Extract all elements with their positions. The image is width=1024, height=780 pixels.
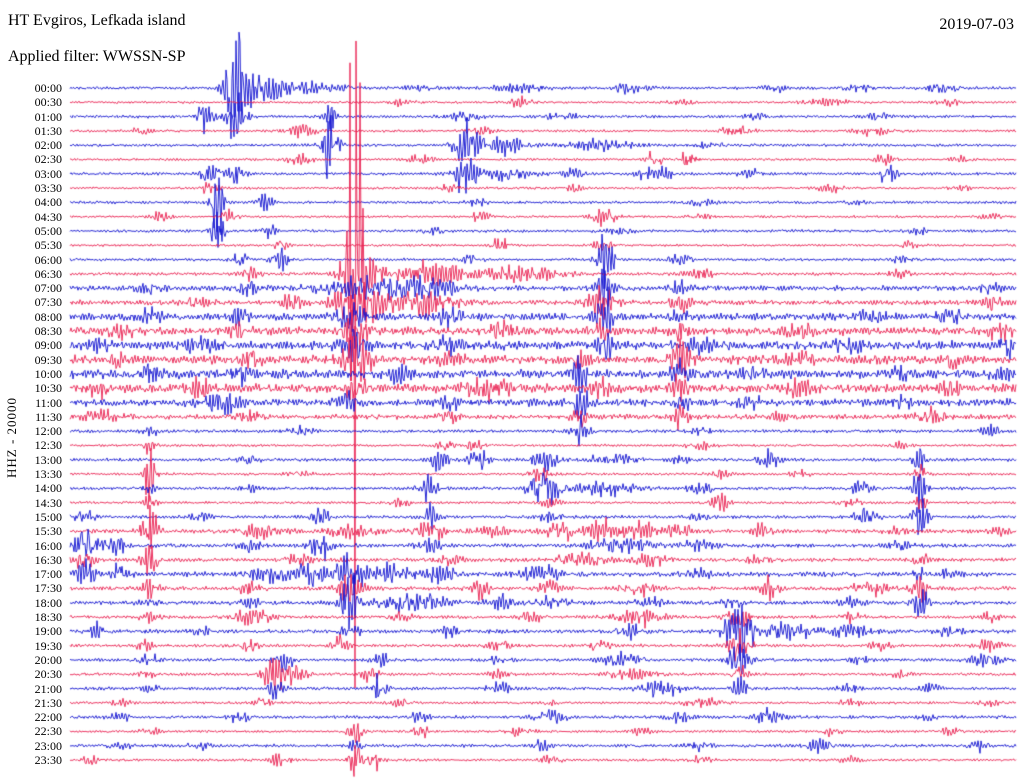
time-label: 01:30 xyxy=(34,123,62,138)
time-label: 23:00 xyxy=(34,738,62,753)
date-label: 2019-07-03 xyxy=(939,16,1014,33)
filter-label: Applied filter: WWSSN-SP xyxy=(8,48,186,65)
time-label: 15:00 xyxy=(34,509,62,524)
time-label: 23:30 xyxy=(34,753,62,767)
time-label: 01:00 xyxy=(34,109,62,124)
time-label: 07:00 xyxy=(34,281,62,296)
time-label: 00:30 xyxy=(34,95,62,110)
time-label: 17:30 xyxy=(34,581,62,596)
time-label: 12:30 xyxy=(34,438,62,453)
time-label: 00:00 xyxy=(34,81,62,95)
time-label: 11:00 xyxy=(35,395,62,410)
time-label: 18:30 xyxy=(34,610,62,625)
time-label: 22:00 xyxy=(34,710,62,725)
time-label: 07:30 xyxy=(34,295,62,310)
time-label: 11:30 xyxy=(35,409,62,424)
time-label: 03:00 xyxy=(34,166,62,181)
time-label: 15:30 xyxy=(34,524,62,539)
time-label: 09:00 xyxy=(34,338,62,353)
time-label: 13:00 xyxy=(34,452,62,467)
time-label: 17:00 xyxy=(34,567,62,582)
time-label: 06:00 xyxy=(34,252,62,267)
time-label: 19:30 xyxy=(34,638,62,653)
time-label: 20:00 xyxy=(34,652,62,667)
time-label: 21:00 xyxy=(34,681,62,696)
time-label: 14:00 xyxy=(34,481,62,496)
time-label: 06:30 xyxy=(34,266,62,281)
time-label: 04:00 xyxy=(34,195,62,210)
station-label: HT Evgiros, Lefkada island xyxy=(8,12,186,29)
time-label: 03:30 xyxy=(34,181,62,196)
time-label: 08:30 xyxy=(34,324,62,339)
time-label: 02:30 xyxy=(34,152,62,167)
time-label: 16:00 xyxy=(34,538,62,553)
time-label: 14:30 xyxy=(34,495,62,510)
time-label: 12:00 xyxy=(34,424,62,439)
time-label: 04:30 xyxy=(34,209,62,224)
time-label: 08:00 xyxy=(34,309,62,324)
time-label: 16:30 xyxy=(34,552,62,567)
time-label: 05:30 xyxy=(34,238,62,253)
time-label: 21:30 xyxy=(34,695,62,710)
time-label: 02:00 xyxy=(34,138,62,153)
time-label: 10:00 xyxy=(34,366,62,381)
time-label: 19:00 xyxy=(34,624,62,639)
time-label: 20:30 xyxy=(34,667,62,682)
time-label: 10:30 xyxy=(34,381,62,396)
time-label: 09:30 xyxy=(34,352,62,367)
time-label: 18:00 xyxy=(34,595,62,610)
time-label: 05:00 xyxy=(34,223,62,238)
time-label: 22:30 xyxy=(34,724,62,739)
time-label: 13:30 xyxy=(34,467,62,482)
